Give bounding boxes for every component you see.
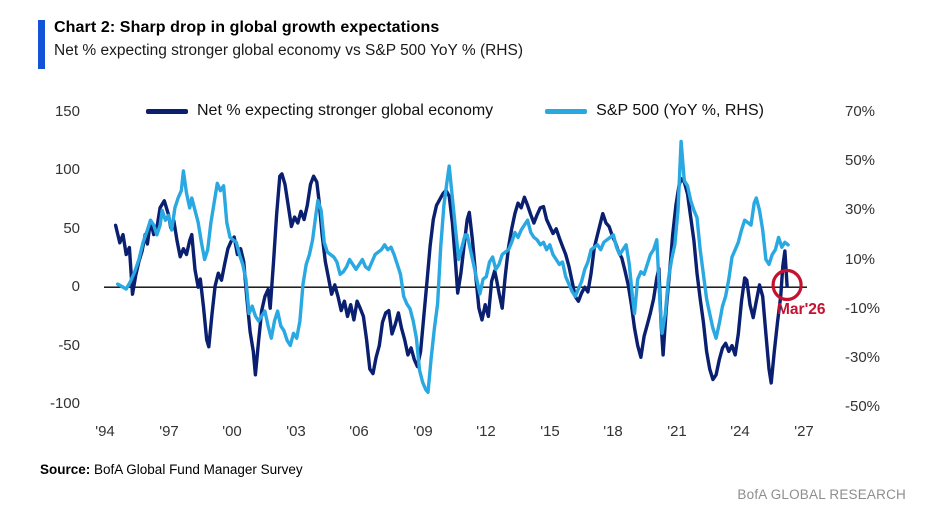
chart-title: Chart 2: Sharp drop in global growth exp… [54, 19, 440, 36]
series-line-net-expectations [113, 172, 789, 385]
series-line-sp500 [115, 139, 790, 394]
y-axis-tick-left: 50 [63, 220, 80, 237]
legend-item-net-expectations: Net % expecting stronger global economy [146, 102, 493, 120]
x-axis-tick: '24 [730, 423, 750, 440]
y-axis-tick-right: 50% [845, 152, 876, 169]
x-axis-tick: '27 [794, 423, 814, 440]
annotation-circle [771, 268, 803, 302]
x-axis-tick: '06 [349, 423, 369, 440]
x-axis-tick: '21 [667, 423, 687, 440]
y-axis-tick-left: -50 [58, 337, 80, 354]
x-axis-tick: '97 [159, 423, 179, 440]
source-text: BofA Global Fund Manager Survey [90, 462, 303, 477]
x-axis-tick: '09 [413, 423, 433, 440]
legend-swatch-navy-line [146, 108, 188, 114]
legend-item-sp500: S&P 500 (YoY %, RHS) [545, 102, 764, 120]
y-axis-tick-left: 150 [54, 103, 80, 120]
x-axis-tick: '12 [476, 423, 496, 440]
legend-swatch-lightblue-line [545, 108, 588, 114]
x-axis-tick: '03 [286, 423, 306, 440]
y-axis-tick-left: 100 [54, 161, 80, 178]
bofa-global-research-brand: BofA GLOBAL RESEARCH [737, 487, 906, 502]
x-axis-tick: '00 [222, 423, 242, 440]
y-axis-tick-right: 30% [845, 201, 876, 218]
y-axis-tick-right: -30% [845, 349, 881, 366]
x-axis-tick: '18 [603, 423, 623, 440]
annotation-mar26-label: Mar'26 [777, 301, 826, 318]
x-axis-tick: '94 [95, 423, 115, 440]
title-accent-bar [38, 20, 45, 69]
y-axis-tick-right: -50% [845, 398, 881, 415]
source-line: Source: BofA Global Fund Manager Survey [40, 462, 303, 477]
chart-legend: Net % expecting stronger global economy … [146, 102, 764, 120]
legend-label: Net % expecting stronger global economy [197, 102, 494, 119]
y-axis-tick-right: 70% [845, 103, 876, 120]
y-axis-tick-right: 10% [845, 251, 876, 268]
chart-subtitle: Net % expecting stronger global economy … [54, 42, 523, 59]
legend-label: S&P 500 (YoY %, RHS) [596, 102, 764, 119]
y-axis-tick-right: -10% [845, 300, 881, 317]
y-axis-tick-left: -100 [49, 395, 80, 412]
x-axis-tick: '15 [540, 423, 560, 440]
source-label: Source: [40, 462, 91, 477]
y-axis-tick-left: 0 [71, 278, 80, 295]
